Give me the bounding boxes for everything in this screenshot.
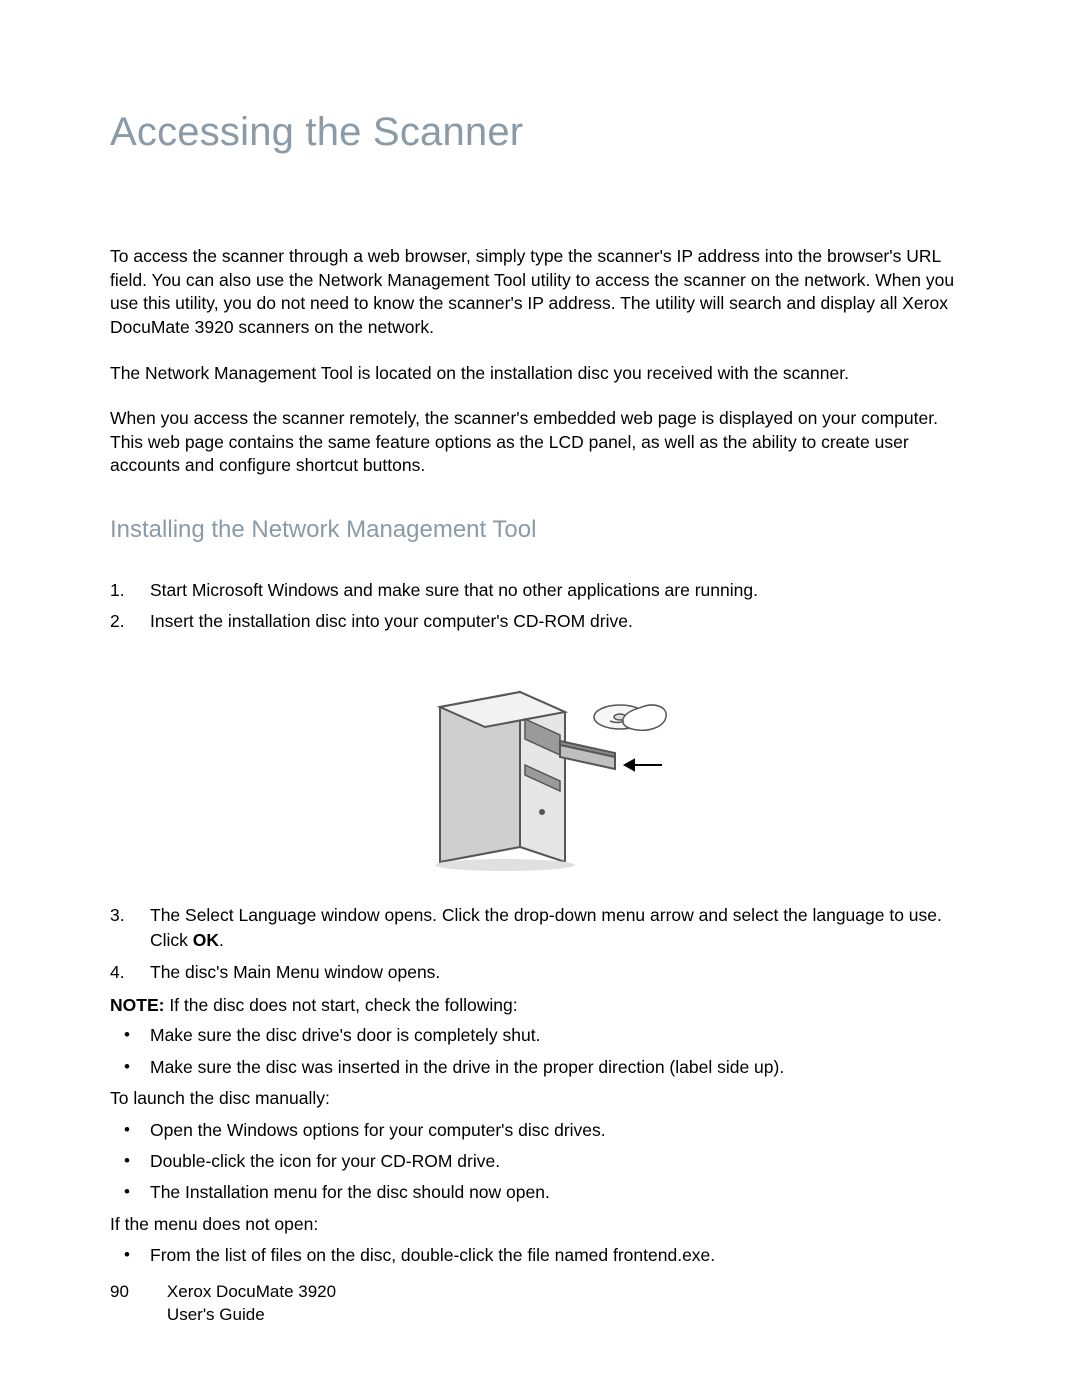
section-subtitle: Installing the Network Management Tool: [110, 516, 970, 544]
step-text-post: .: [219, 930, 224, 950]
if-not-open-line: If the menu does not open:: [110, 1212, 970, 1237]
manual-bullets: Open the Windows options for your comput…: [110, 1118, 970, 1206]
footer-product: Xerox DocuMate 3920: [167, 1281, 336, 1304]
page-number: 90: [110, 1281, 129, 1327]
step-text-pre: The disc's Main Menu window opens.: [150, 962, 440, 982]
bullet-item: From the list of files on the disc, doub…: [110, 1243, 970, 1268]
step-item: Start Microsoft Windows and make sure th…: [110, 578, 970, 603]
step-item: The Select Language window opens. Click …: [110, 903, 970, 954]
bullet-item: Make sure the disc was inserted in the d…: [110, 1055, 970, 1080]
bullet-item: Double-click the icon for your CD-ROM dr…: [110, 1149, 970, 1174]
step-text-bold: OK: [193, 930, 219, 950]
step-item: The disc's Main Menu window opens.: [110, 960, 970, 985]
steps-list-bottom: The Select Language window opens. Click …: [110, 903, 970, 985]
document-page: Accessing the Scanner To access the scan…: [0, 0, 1080, 1268]
computer-tower-icon: [410, 657, 670, 877]
note-text: If the disc does not start, check the fo…: [164, 995, 517, 1015]
footer-guide: User's Guide: [167, 1304, 336, 1327]
bullet-item: The Installation menu for the disc shoul…: [110, 1180, 970, 1205]
step-item: Insert the installation disc into your c…: [110, 609, 970, 634]
intro-paragraph-3: When you access the scanner remotely, th…: [110, 407, 970, 478]
bullet-item: Make sure the disc drive's door is compl…: [110, 1023, 970, 1048]
note-line: NOTE: If the disc does not start, check …: [110, 993, 970, 1018]
page-title: Accessing the Scanner: [110, 110, 970, 155]
step-text-pre: The Select Language window opens. Click …: [150, 905, 942, 950]
bullet-item: Open the Windows options for your comput…: [110, 1118, 970, 1143]
fallback-bullets: From the list of files on the disc, doub…: [110, 1243, 970, 1268]
intro-paragraph-2: The Network Management Tool is located o…: [110, 362, 970, 386]
page-footer: 90 Xerox DocuMate 3920 User's Guide: [110, 1281, 336, 1327]
note-label: NOTE:: [110, 995, 164, 1015]
manual-launch-line: To launch the disc manually:: [110, 1086, 970, 1111]
note-bullets: Make sure the disc drive's door is compl…: [110, 1023, 970, 1080]
computer-disc-illustration: [110, 657, 970, 877]
steps-list-top: Start Microsoft Windows and make sure th…: [110, 578, 970, 635]
intro-paragraph-1: To access the scanner through a web brow…: [110, 245, 970, 340]
